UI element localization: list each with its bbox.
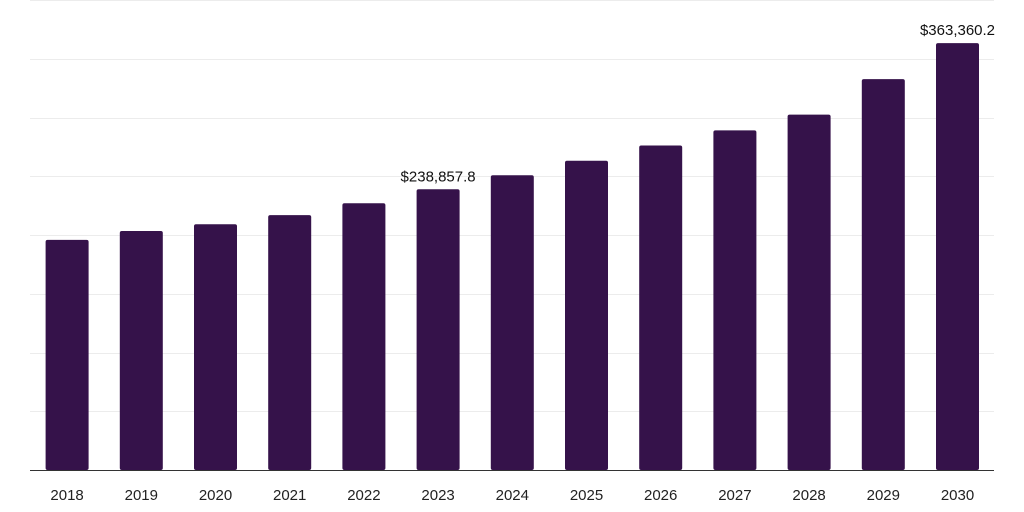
x-tick-labels: 2018 2019 2020 2021 2022 2023 2024 2025 2026 2027…	[50, 487, 974, 504]
x-tick-label-2029: 2029	[867, 487, 900, 504]
bar-2029	[861, 79, 905, 470]
x-tick-label-2020: 2020	[199, 487, 232, 504]
bar-2023	[416, 189, 460, 471]
data-labels: $238,857.8 $363,360.2	[401, 22, 995, 185]
bar-2021	[268, 215, 312, 470]
x-tick-label-2018: 2018	[50, 487, 83, 504]
bar-2019	[119, 231, 163, 470]
bar-2020	[194, 224, 237, 470]
data-label-2030: $363,360.2	[920, 22, 995, 39]
x-tick-label-2024: 2024	[496, 487, 529, 504]
x-tick-label-2026: 2026	[644, 487, 677, 504]
bar-2025	[565, 160, 608, 470]
x-tick-label-2021: 2021	[273, 487, 306, 504]
x-tick-label-2028: 2028	[792, 487, 825, 504]
data-label-2023: $238,857.8	[401, 168, 476, 185]
bar-2024	[490, 175, 534, 471]
bar-2018	[45, 239, 89, 470]
bar-2026	[639, 145, 683, 470]
bar-2030	[936, 43, 979, 470]
x-tick-label-2027: 2027	[718, 487, 751, 504]
bar-2022	[342, 203, 386, 471]
bars	[45, 43, 979, 471]
x-tick-label-2030: 2030	[941, 487, 974, 504]
x-tick-label-2023: 2023	[421, 487, 454, 504]
x-tick-label-2025: 2025	[570, 487, 603, 504]
bar-2028	[787, 114, 831, 470]
x-tick-label-2019: 2019	[125, 487, 158, 504]
bar-2027	[713, 130, 757, 470]
x-tick-label-2022: 2022	[347, 487, 380, 504]
